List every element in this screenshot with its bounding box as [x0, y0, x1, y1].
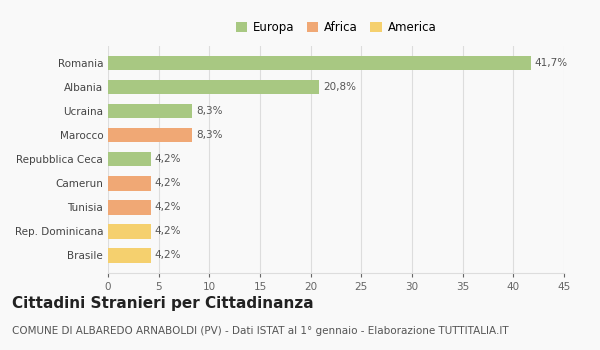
- Bar: [108, 176, 151, 190]
- Text: 20,8%: 20,8%: [323, 82, 356, 92]
- Text: Cittadini Stranieri per Cittadinanza: Cittadini Stranieri per Cittadinanza: [12, 296, 314, 311]
- Bar: [108, 200, 151, 215]
- Bar: [108, 224, 151, 239]
- Text: 4,2%: 4,2%: [155, 251, 181, 260]
- Bar: [108, 104, 192, 118]
- Text: 4,2%: 4,2%: [155, 178, 181, 188]
- Text: 41,7%: 41,7%: [535, 58, 568, 68]
- Bar: [108, 80, 319, 94]
- Bar: [108, 152, 151, 167]
- Bar: [108, 56, 530, 70]
- Text: 8,3%: 8,3%: [196, 106, 223, 116]
- Legend: Europa, Africa, America: Europa, Africa, America: [231, 16, 441, 39]
- Text: 4,2%: 4,2%: [155, 202, 181, 212]
- Bar: [108, 248, 151, 262]
- Text: COMUNE DI ALBAREDO ARNABOLDI (PV) - Dati ISTAT al 1° gennaio - Elaborazione TUTT: COMUNE DI ALBAREDO ARNABOLDI (PV) - Dati…: [12, 326, 509, 336]
- Bar: [108, 128, 192, 142]
- Text: 8,3%: 8,3%: [196, 130, 223, 140]
- Text: 4,2%: 4,2%: [155, 154, 181, 164]
- Text: 4,2%: 4,2%: [155, 226, 181, 236]
